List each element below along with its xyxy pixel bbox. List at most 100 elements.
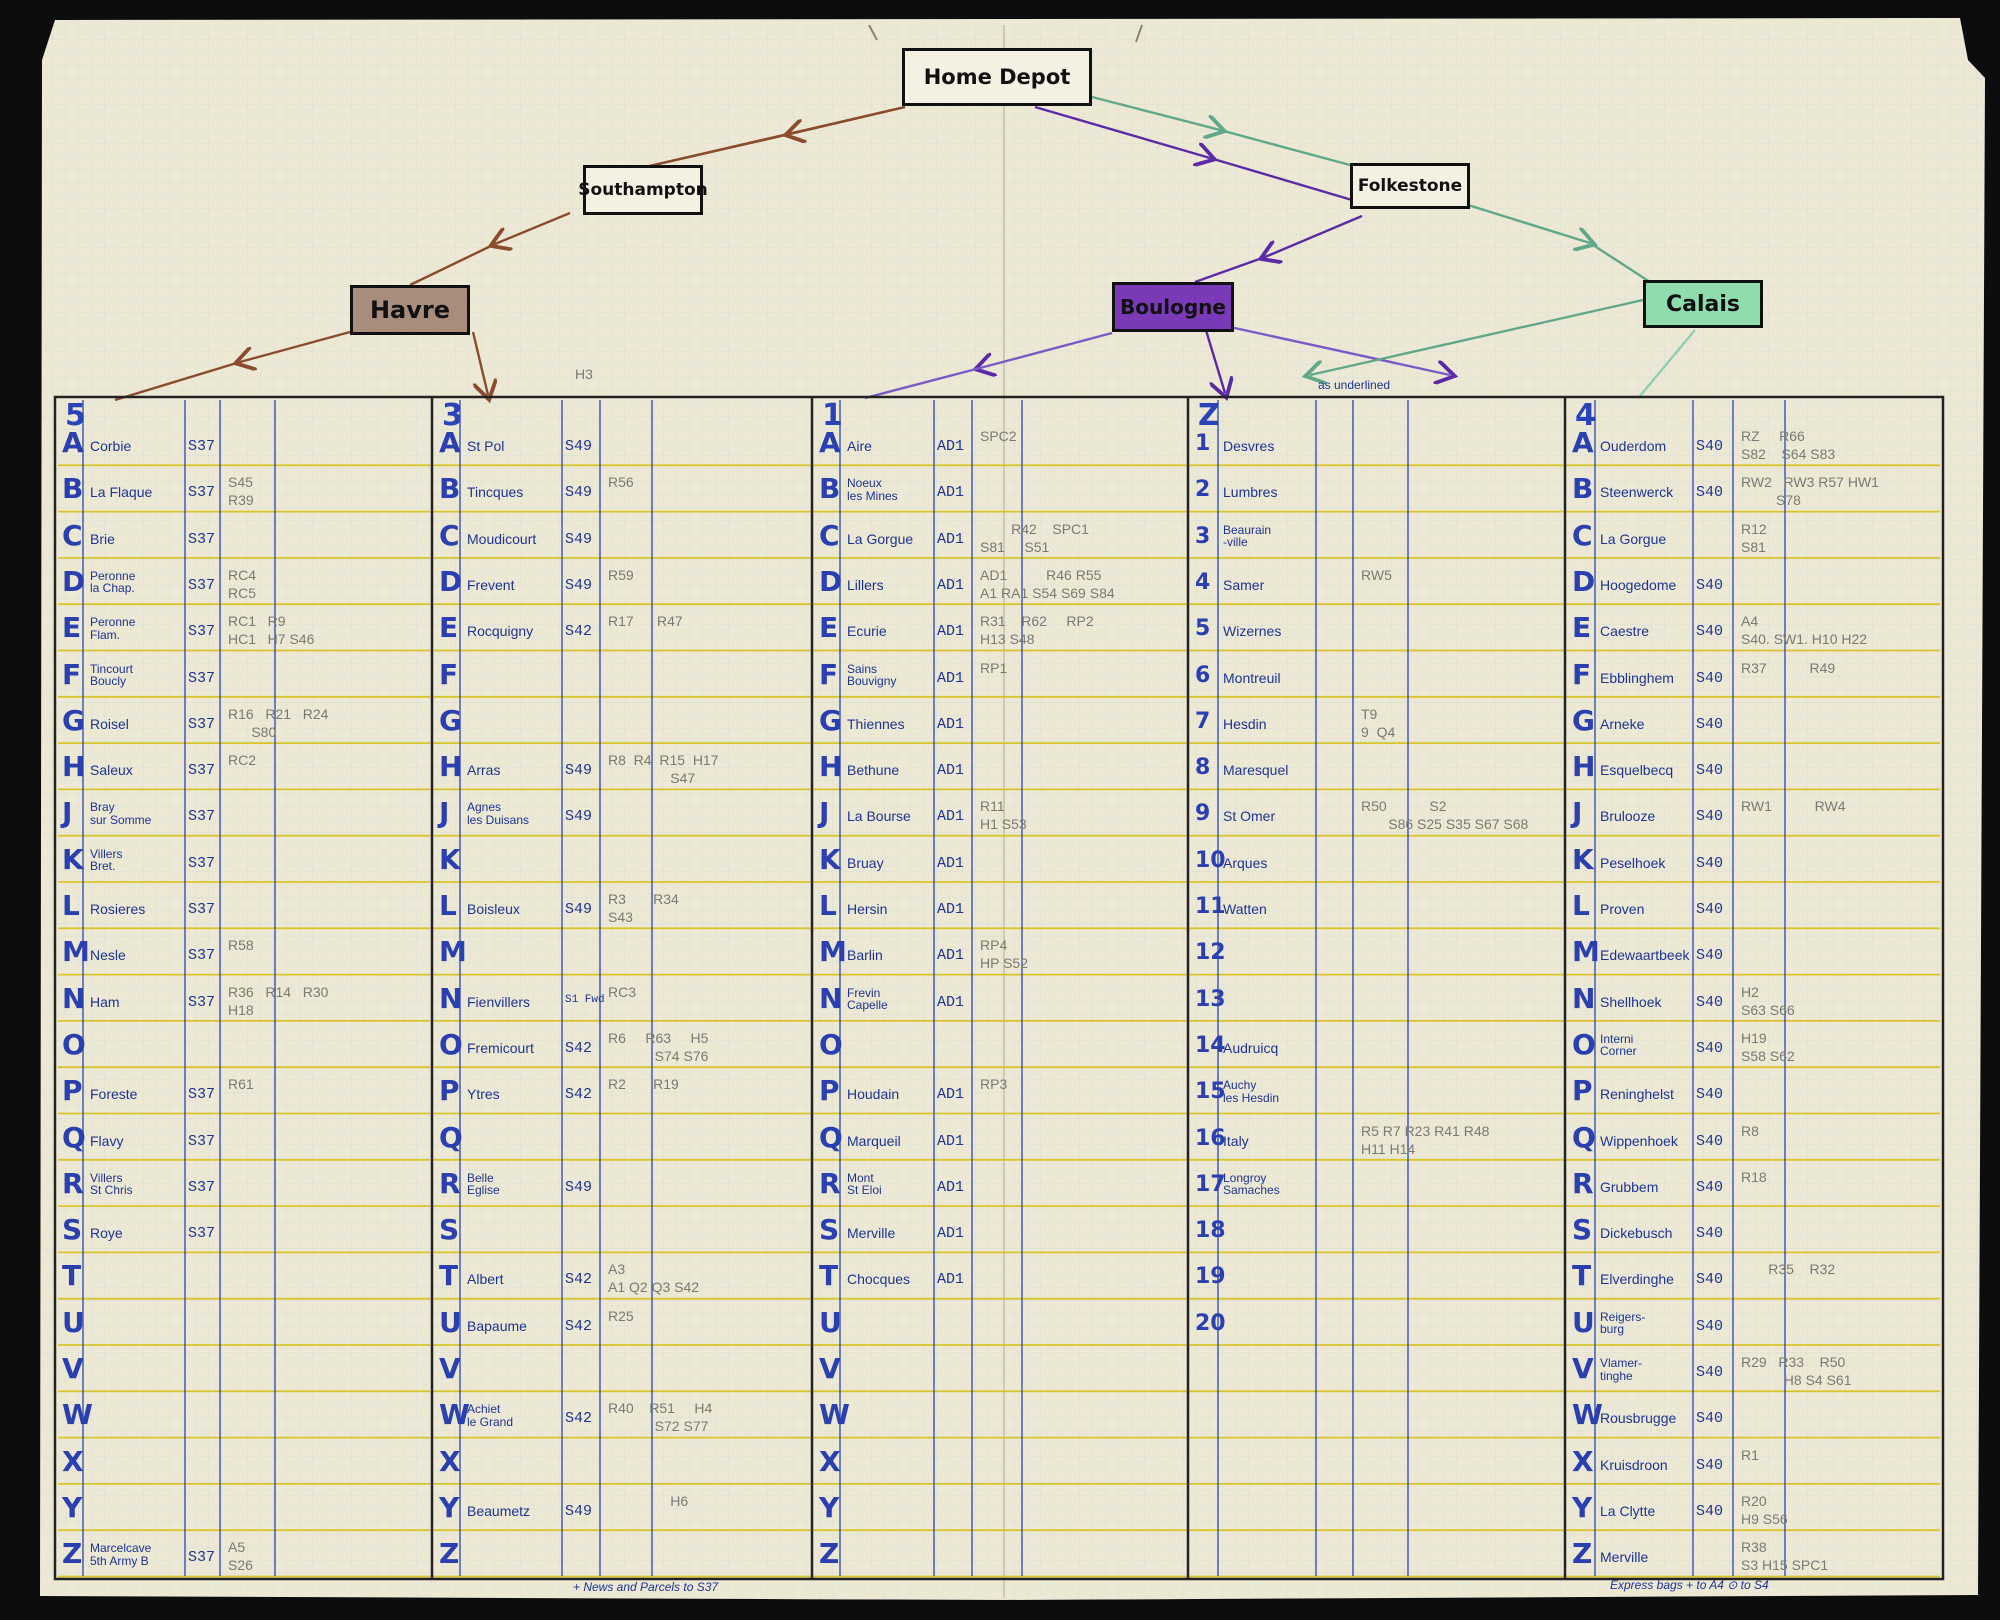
station-code: S42 [565, 1317, 593, 1335]
footer-news-parcels: + News and Parcels to S37 [573, 1580, 719, 1594]
place-name: Montreuil [1223, 669, 1281, 686]
route-note: S82 S64 S83 [1741, 446, 1836, 462]
route-note: S26 [228, 1557, 253, 1574]
row-letter: A [1572, 426, 1594, 459]
station-code: S37 [188, 947, 216, 965]
row-letter: 9 [1195, 801, 1211, 827]
place-name: Saleux [90, 762, 133, 779]
row-letter: 7 [1195, 708, 1211, 734]
station-code: S40 [1696, 947, 1724, 965]
row-letter: 20 [1195, 1310, 1226, 1336]
place-name: La Clytte [1600, 1502, 1656, 1519]
place-name: Elverdinghe [1600, 1271, 1674, 1288]
row-letter: B [439, 472, 461, 506]
row-letter: S [62, 1213, 83, 1247]
place-name: Frevent [467, 576, 515, 593]
place-name: Samer [1223, 576, 1265, 593]
place-name: Reigers-burg [1600, 1309, 1646, 1337]
route-note: HP S52 [980, 955, 1028, 972]
station-code: S37 [188, 669, 216, 687]
station-code: S40 [1696, 993, 1724, 1011]
place-name: St Pol [467, 438, 505, 454]
place-name: Tincques [467, 484, 524, 501]
place-name: Italy [1223, 1132, 1249, 1149]
row-letter: F [439, 657, 459, 691]
station-code: S37 [188, 715, 216, 733]
place-name: Foreste [90, 1086, 138, 1103]
row-letter: L [1572, 889, 1590, 922]
row-letter: R [62, 1166, 84, 1200]
row-letter: B [1572, 472, 1594, 506]
place-name: Caestre [1600, 623, 1650, 640]
station-code: AD1 [937, 1178, 965, 1196]
column-head: 3 [442, 398, 463, 433]
route-note: S78 [1741, 492, 1801, 509]
place-name: Merville [1600, 1549, 1649, 1566]
row-letter: 6 [1195, 662, 1211, 688]
place-name: Wizernes [1223, 623, 1282, 640]
station-code: AD1 [937, 762, 965, 780]
row-letter: 11 [1195, 894, 1226, 919]
station-code: S40 [1696, 1086, 1724, 1104]
route-note: RC5 [228, 584, 257, 601]
station-code: S40 [1696, 1178, 1724, 1196]
place-name: Nesle [90, 947, 126, 964]
row-letter: U [62, 1305, 85, 1339]
route-note: RC1 R9 [228, 613, 286, 630]
row-letter: M [1572, 935, 1600, 969]
row-letter: 8 [1195, 755, 1211, 781]
row-letter: F [1572, 657, 1592, 691]
row-letter: X [439, 1444, 461, 1478]
row-letter: C [62, 518, 83, 552]
station-code: S40 [1696, 1271, 1724, 1289]
place-name: Barlin [847, 947, 883, 964]
row-letter: H [62, 750, 86, 784]
row-letter: W [62, 1398, 93, 1432]
place-name: Rousbrugge [1600, 1410, 1677, 1427]
row-letter: 2 [1195, 477, 1211, 503]
place-name: Desvres [1223, 438, 1275, 454]
row-letter: J [1572, 796, 1583, 830]
place-name: Thiennes [847, 715, 905, 732]
place-name: Ebblinghem [1600, 669, 1674, 686]
row-letter: G [62, 703, 85, 737]
route-note: H13 S48 [980, 631, 1035, 648]
row-letter: 19 [1195, 1264, 1226, 1290]
place-name: Marqueil [847, 1132, 901, 1149]
row-letter: D [439, 564, 463, 598]
row-letter: 18 [1195, 1218, 1226, 1244]
station-code: S40 [1696, 715, 1724, 733]
station-code: S1 Fwd [565, 993, 605, 1006]
place-name: Audruicq [1223, 1039, 1279, 1056]
route-note: S74 S76 [608, 1047, 709, 1064]
route-note: R8 [1741, 1122, 1759, 1139]
row-letter: O [439, 1027, 463, 1061]
place-name: Rocquigny [467, 623, 534, 640]
place-name: Steenwerck [1600, 484, 1674, 501]
row-letter: T [62, 1259, 82, 1293]
row-letter: N [62, 981, 86, 1015]
place-name: La Flaque [90, 484, 153, 501]
row-letter: W [1572, 1398, 1603, 1432]
route-note: S43 [608, 909, 633, 925]
route-note: S47 [608, 770, 696, 787]
route-note: R6 R63 H5 [608, 1029, 709, 1046]
station-code: S49 [565, 530, 593, 548]
node-southampton: Southampton [578, 165, 708, 215]
station-code: S42 [565, 1039, 593, 1057]
place-name: Sains Bouvigny [847, 661, 897, 689]
row-letter: A [62, 426, 84, 459]
row-letter: 16 [1195, 1125, 1226, 1151]
place-name: La Gorgue [1600, 530, 1667, 547]
route-note: R36 R14 R30 [228, 983, 329, 1000]
station-code: S40 [1696, 1039, 1724, 1057]
place-name: Peselhoek [1600, 854, 1666, 871]
station-code: S49 [565, 808, 593, 826]
station-code: S37 [188, 808, 216, 826]
row-letter: D [62, 564, 86, 598]
row-letter: 3 [1195, 523, 1211, 549]
route-note: S80 [228, 723, 277, 740]
station-code: AD1 [937, 438, 965, 455]
place-name: Moudicourt [467, 530, 537, 547]
